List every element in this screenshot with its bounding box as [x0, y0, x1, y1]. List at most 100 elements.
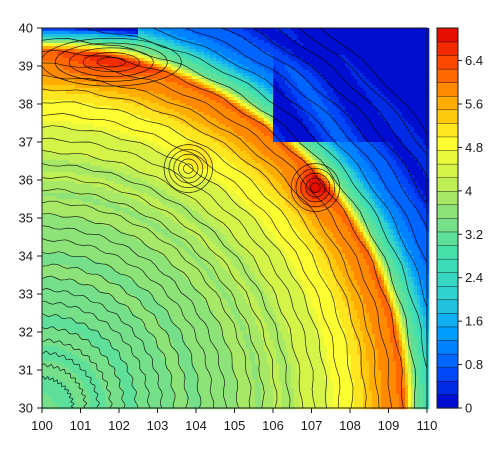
contour-fill-cell [210, 127, 214, 131]
contour-fill-cell [177, 115, 181, 119]
contour-fill-cell [369, 91, 373, 95]
contour-fill-cell [270, 94, 274, 98]
contour-fill-cell [315, 55, 319, 59]
contour-fill-cell [96, 82, 100, 86]
contour-fill-cell [213, 61, 217, 65]
contour-fill-cell [105, 64, 109, 68]
contour-fill-cell [60, 28, 64, 32]
contour-fill-cell [153, 112, 157, 116]
contour-fill-cell [234, 88, 238, 92]
contour-fill-cell [102, 103, 106, 107]
contour-fill-cell [267, 115, 271, 119]
contour-fill-cell [387, 136, 391, 140]
contour-fill-cell [348, 85, 352, 89]
contour-fill-cell [306, 94, 310, 98]
contour-fill-cell [282, 100, 286, 104]
contour-fill-cell [60, 79, 64, 83]
contour-fill-cell [393, 61, 397, 65]
contour-fill-cell [357, 133, 361, 137]
contour-fill-cell [177, 85, 181, 89]
contour-fill-cell [249, 37, 253, 41]
contour-fill-cell [183, 130, 187, 134]
contour-fill-cell [162, 124, 166, 128]
contour-fill-cell [114, 49, 118, 53]
contour-fill-cell [318, 124, 322, 128]
contour-fill-cell [48, 115, 52, 119]
contour-fill-cell [81, 28, 85, 32]
contour-fill-cell [426, 46, 430, 50]
contour-fill-cell [108, 82, 112, 86]
contour-fill-cell [231, 118, 235, 122]
contour-fill-cell [78, 127, 82, 131]
contour-fill-cell [324, 70, 328, 74]
contour-fill-cell [129, 43, 133, 47]
contour-fill-cell [252, 109, 256, 113]
contour-fill-cell [177, 55, 181, 59]
contour-fill-cell [168, 58, 172, 62]
contour-fill-cell [399, 88, 403, 92]
contour-fill-cell [225, 73, 229, 77]
contour-fill-cell [117, 112, 121, 116]
contour-fill-cell [114, 31, 118, 35]
contour-fill-cell [195, 118, 199, 122]
contour-fill-cell [360, 88, 364, 92]
contour-fill-cell [288, 58, 292, 62]
contour-fill-cell [267, 37, 271, 41]
contour-fill-cell [357, 124, 361, 128]
contour-fill-cell [123, 91, 127, 95]
contour-fill-cell [411, 133, 415, 137]
contour-fill-cell [108, 103, 112, 107]
contour-fill-cell [42, 130, 46, 134]
contour-fill-cell [267, 121, 271, 125]
contour-fill-cell [267, 133, 271, 137]
contour-fill-cell [105, 112, 109, 116]
contour-fill-cell [249, 130, 253, 134]
contour-fill-cell [339, 43, 343, 47]
contour-fill-cell [411, 70, 415, 74]
contour-fill-cell [192, 76, 196, 80]
contour-fill-cell [264, 31, 268, 35]
contour-fill-cell [240, 106, 244, 110]
contour-fill-cell [138, 79, 142, 83]
contour-fill-cell [87, 82, 91, 86]
contour-fill-cell [129, 121, 133, 125]
contour-fill-cell [297, 142, 301, 146]
contour-fill-cell [294, 121, 298, 125]
contour-fill-cell [417, 28, 421, 32]
contour-fill-cell [195, 127, 199, 131]
contour-fill-cell [231, 103, 235, 107]
contour-fill-cell [120, 127, 124, 131]
contour-fill-cell [204, 58, 208, 62]
contour-fill-cell [189, 37, 193, 41]
contour-fill-cell [225, 106, 229, 110]
contour-fill-cell [399, 103, 403, 107]
contour-fill-cell [405, 124, 409, 128]
contour-fill-cell [378, 115, 382, 119]
contour-fill-cell [378, 94, 382, 98]
contour-fill-cell [318, 79, 322, 83]
contour-fill-cell [363, 88, 367, 92]
contour-fill-cell [192, 31, 196, 35]
contour-fill-cell [345, 133, 349, 137]
contour-fill-cell [306, 103, 310, 107]
contour-fill-cell [210, 73, 214, 77]
contour-fill-cell [66, 55, 70, 59]
contour-fill-cell [156, 76, 160, 80]
contour-fill-cell [207, 40, 211, 44]
contour-fill-cell [372, 31, 376, 35]
contour-fill-cell [303, 133, 307, 137]
contour-fill-cell [210, 109, 214, 113]
contour-fill-cell [207, 58, 211, 62]
contour-fill-cell [384, 103, 388, 107]
contour-fill-cell [192, 70, 196, 74]
contour-fill-cell [414, 49, 418, 53]
contour-fill-cell [129, 28, 133, 32]
contour-fill-cell [42, 112, 46, 116]
contour-fill-cell [405, 70, 409, 74]
contour-fill-cell [84, 79, 88, 83]
contour-fill-cell [204, 124, 208, 128]
contour-fill-cell [324, 82, 328, 86]
contour-fill-cell [330, 124, 334, 128]
contour-fill-cell [102, 109, 106, 113]
contour-fill-cell [114, 127, 118, 131]
